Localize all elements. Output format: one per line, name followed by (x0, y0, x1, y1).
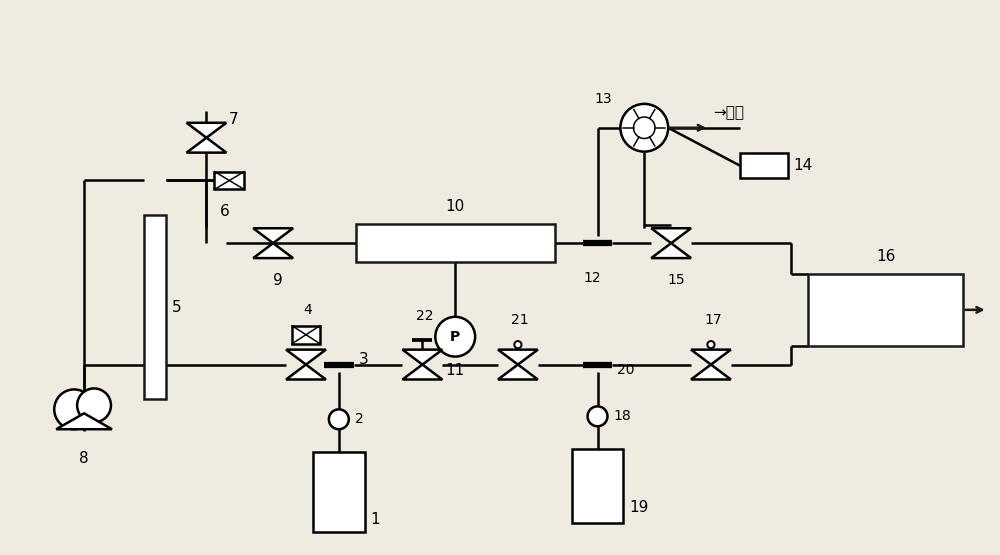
Text: 19: 19 (629, 501, 649, 516)
Text: 22: 22 (416, 309, 433, 323)
Text: →排空: →排空 (713, 105, 744, 120)
Bar (572, 448, 623, 523)
Text: 15: 15 (667, 273, 685, 287)
Text: 4: 4 (304, 303, 312, 317)
Text: 6: 6 (220, 204, 229, 219)
Text: 9: 9 (273, 273, 283, 288)
Polygon shape (402, 350, 442, 365)
Polygon shape (187, 138, 226, 153)
Bar (144, 215, 166, 400)
Polygon shape (253, 243, 293, 258)
Circle shape (634, 117, 655, 139)
Text: 21: 21 (511, 313, 529, 327)
Text: 3: 3 (359, 352, 368, 367)
Circle shape (707, 341, 715, 348)
Polygon shape (286, 350, 326, 365)
Polygon shape (498, 365, 538, 380)
Circle shape (435, 317, 475, 357)
Text: 11: 11 (446, 362, 465, 377)
Text: 2: 2 (355, 412, 363, 426)
Text: 18: 18 (613, 409, 631, 423)
Text: 8: 8 (79, 451, 89, 466)
Text: 7: 7 (228, 112, 238, 127)
Polygon shape (651, 228, 691, 243)
Circle shape (620, 104, 668, 152)
Polygon shape (56, 413, 112, 429)
Polygon shape (691, 350, 731, 365)
Bar (313, 452, 365, 532)
Polygon shape (498, 350, 538, 365)
Circle shape (329, 410, 349, 429)
Polygon shape (286, 365, 326, 380)
Circle shape (54, 390, 94, 429)
Polygon shape (253, 228, 293, 243)
Text: 13: 13 (595, 92, 612, 106)
Bar (808, 274, 963, 346)
Bar (214, 171, 244, 189)
Text: 14: 14 (794, 158, 813, 173)
Bar (740, 153, 788, 179)
Text: P: P (450, 330, 460, 344)
Polygon shape (651, 243, 691, 258)
Text: 5: 5 (172, 300, 181, 315)
Text: 12: 12 (584, 271, 601, 285)
Circle shape (514, 341, 521, 348)
Polygon shape (187, 123, 226, 138)
Circle shape (588, 406, 607, 426)
Polygon shape (402, 365, 442, 380)
Polygon shape (691, 365, 731, 380)
Text: 20: 20 (617, 362, 635, 376)
Text: 10: 10 (446, 199, 465, 214)
Bar (292, 326, 320, 344)
Text: 17: 17 (704, 313, 722, 327)
Text: 1: 1 (371, 512, 380, 527)
Text: 16: 16 (876, 249, 895, 264)
Bar (356, 224, 555, 262)
Circle shape (77, 388, 111, 422)
